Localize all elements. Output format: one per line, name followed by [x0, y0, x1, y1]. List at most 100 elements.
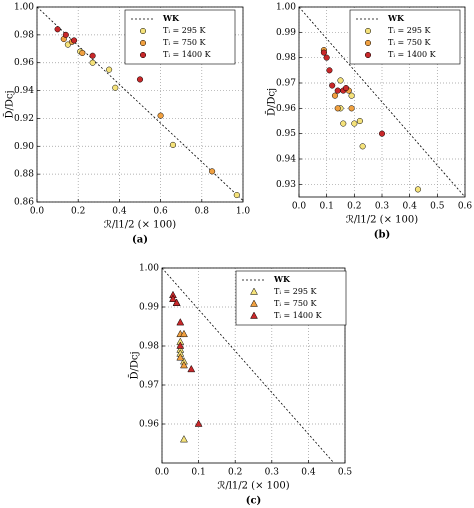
y-tick-label: 0.99: [276, 28, 296, 38]
data-point: [180, 435, 188, 443]
legend-label: Tᵢ = 1400 K: [388, 50, 437, 59]
y-tick-label: 1.00: [14, 3, 34, 13]
data-point: [64, 41, 71, 48]
y-tick-label: 0.97: [139, 381, 159, 391]
panel-label: (a): [132, 235, 148, 246]
data-point: [157, 112, 164, 119]
x-tick-label: 0.5: [430, 202, 445, 212]
y-tick-label: 0.98: [139, 342, 159, 352]
y-axis-label: D̄/Dcj: [266, 88, 278, 116]
data-point: [337, 77, 344, 84]
legend-label: Tᵢ = 295 K: [163, 26, 207, 35]
x-tick-label: 1.0: [236, 207, 251, 217]
data-point: [169, 141, 177, 148]
y-tick-label: 0.94: [276, 155, 296, 165]
x-axis-label: ℛ/l1/2 (× 100): [104, 220, 176, 231]
data-point: [334, 105, 341, 112]
x-tick-label: 0.6: [458, 202, 473, 212]
x-tick-label: 0.3: [375, 202, 390, 212]
y-tick-label: 0.97: [276, 79, 296, 89]
data-point: [176, 353, 185, 361]
x-tick-label: 0.4: [403, 202, 418, 212]
x-tick-label: 0.6: [153, 207, 168, 217]
panel-label: (c): [246, 496, 262, 507]
y-tick-label: 0.94: [14, 86, 34, 96]
legend-label: WK: [162, 13, 180, 23]
data-point: [209, 168, 216, 175]
y-tick-label: 1.00: [139, 264, 159, 274]
x-tick-label: 0.4: [112, 207, 127, 217]
y-tick-label: 0.95: [276, 129, 296, 139]
data-point: [180, 360, 188, 369]
data-point: [176, 341, 185, 349]
data-point: [176, 318, 185, 326]
data-point: [348, 105, 355, 112]
legend-marker: [250, 311, 258, 319]
wk-line: [36, 6, 244, 201]
data-point: [89, 59, 96, 66]
data-point: [340, 120, 347, 127]
panel-label: (b): [374, 230, 390, 241]
data-point: [356, 117, 363, 125]
legend-label: Tᵢ = 750 K: [163, 38, 207, 47]
y-tick-label: 0.99: [139, 303, 159, 313]
data-point: [106, 66, 113, 73]
wk-line: [161, 267, 335, 464]
y-tick-label: 0.93: [276, 180, 296, 190]
x-tick-label: 0.0: [155, 468, 170, 478]
data-point: [54, 26, 61, 33]
legend-marker: [364, 27, 372, 35]
data-point: [79, 49, 86, 57]
plot-frame: [298, 6, 466, 198]
x-tick-label: 0.2: [71, 207, 85, 217]
y-tick-label: 0.90: [14, 142, 34, 152]
x-tick-label: 0.1: [191, 468, 205, 478]
data-point: [233, 191, 240, 199]
data-point: [326, 67, 333, 74]
x-tick-label: 0.1: [320, 202, 334, 212]
data-point: [378, 130, 386, 137]
x-axis-label: ℛ/l1/2 (× 100): [217, 481, 289, 492]
y-tick-label: 0.98: [276, 53, 296, 63]
legend-marker: [250, 287, 258, 295]
data-point: [323, 54, 330, 61]
data-point: [172, 298, 181, 306]
data-point: [320, 49, 327, 56]
legend-label: WK: [387, 13, 405, 23]
legend-label: Tᵢ = 750 K: [274, 299, 318, 308]
data-point: [89, 52, 96, 59]
plot-frame: [36, 6, 244, 203]
y-tick-label: 1.00: [276, 3, 296, 13]
x-tick-label: 0.3: [265, 468, 280, 478]
legend-label: Tᵢ = 1400 K: [163, 50, 212, 59]
legend-label: WK: [273, 274, 291, 284]
data-point: [187, 364, 196, 373]
data-point: [71, 37, 78, 44]
y-tick-label: 0.96: [139, 420, 159, 430]
data-point: [329, 82, 336, 89]
x-tick-label: 0.5: [338, 468, 353, 478]
legend-marker: [139, 27, 147, 35]
data-point: [331, 92, 339, 99]
legend-marker: [364, 51, 372, 59]
y-axis-label: D̄/Dcj: [129, 351, 141, 379]
data-point: [342, 85, 350, 92]
legend-marker: [250, 299, 258, 307]
legend-label: Tᵢ = 295 K: [274, 287, 318, 296]
data-point: [169, 294, 177, 302]
x-tick-label: 0.0: [30, 207, 45, 217]
y-tick-label: 0.96: [276, 104, 296, 114]
legend-label: Tᵢ = 1400 K: [274, 311, 323, 320]
legend-label: Tᵢ = 750 K: [388, 38, 432, 47]
data-point: [348, 92, 355, 99]
y-tick-label: 0.92: [14, 114, 34, 124]
data-point: [180, 329, 188, 338]
data-point: [351, 120, 358, 127]
y-tick-label: 0.96: [14, 58, 34, 68]
data-point: [414, 186, 422, 193]
legend-marker: [139, 39, 147, 47]
data-point: [334, 87, 341, 94]
data-point: [112, 84, 119, 91]
plot-frame: [161, 267, 346, 464]
